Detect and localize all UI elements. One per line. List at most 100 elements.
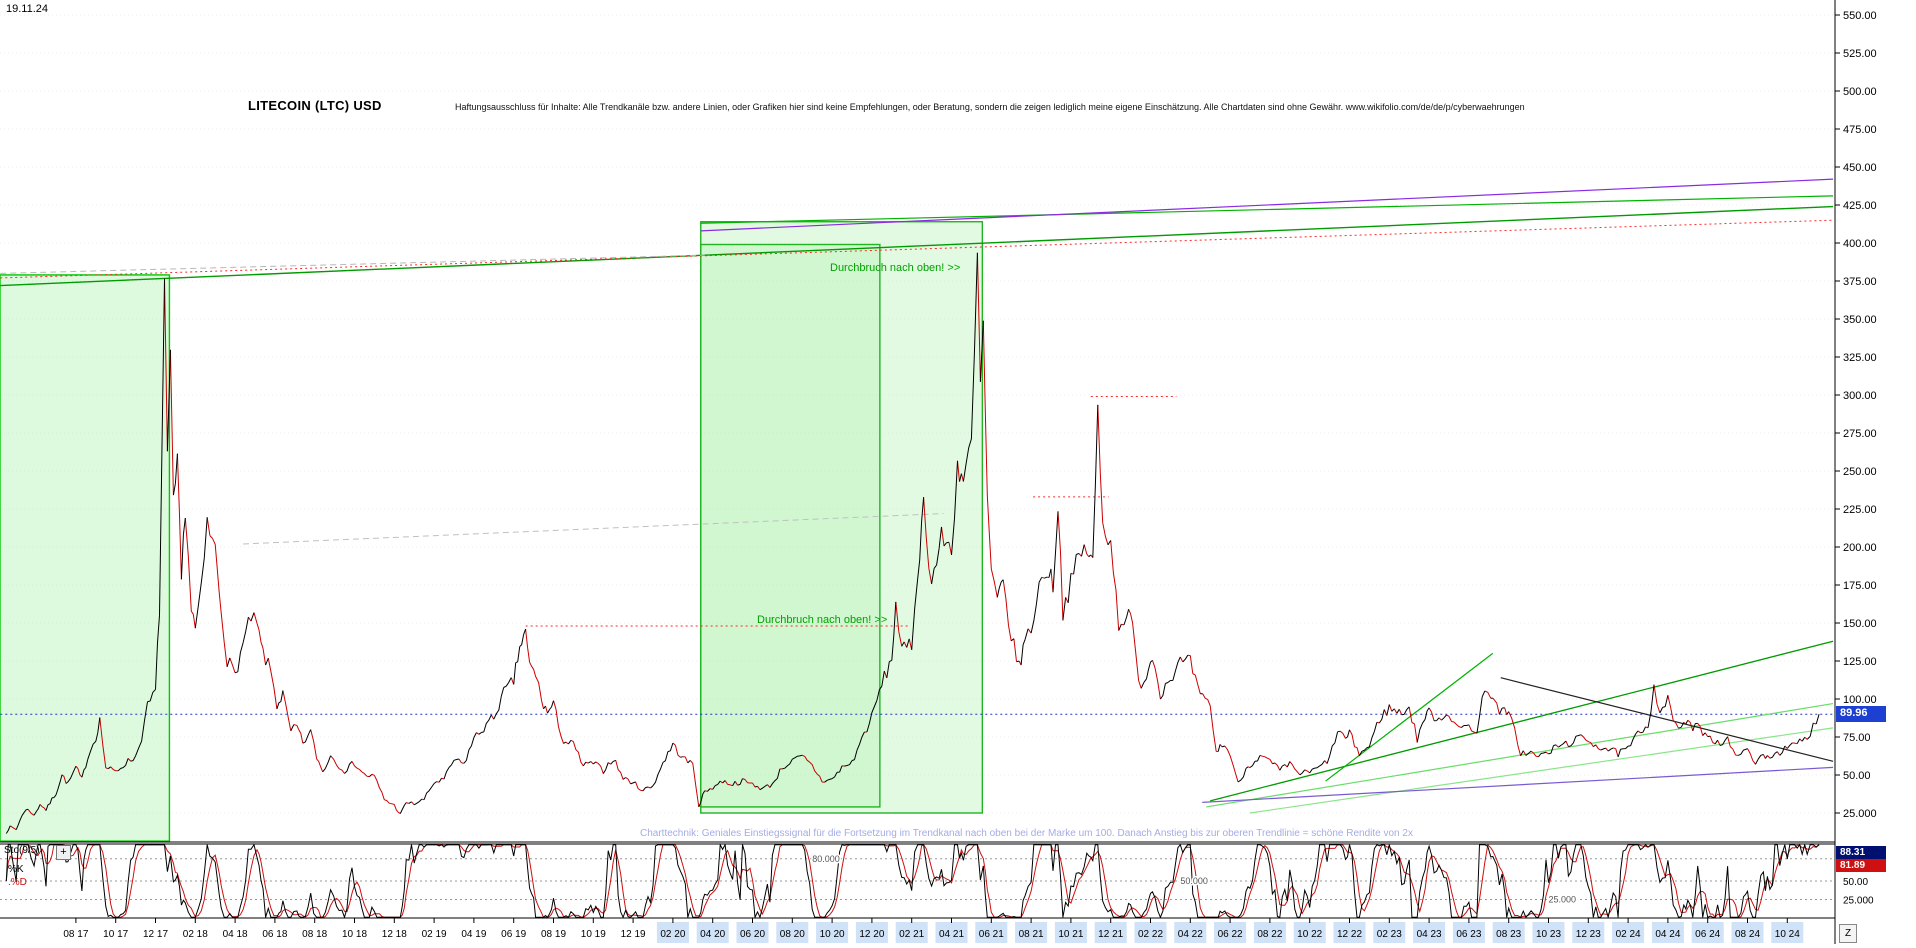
upper-channel-green-long (0, 205, 1834, 287)
x-axis-highlight (816, 922, 849, 943)
x-axis-label: 08 21 (1019, 929, 1044, 940)
stochastic-k-line (5, 844, 1820, 918)
x-axis-label: 04 19 (461, 929, 486, 940)
x-axis-highlight (1413, 922, 1446, 943)
price-axis-label: 450.00 (1843, 162, 1877, 174)
price-axis-label: 200.00 (1843, 542, 1877, 554)
price-axis-label: 150.00 (1843, 618, 1877, 630)
annotation-breakout-mid: Durchbruch nach oben! >> (757, 614, 888, 626)
x-axis-highlight (776, 922, 809, 943)
x-axis-label: 08 22 (1257, 929, 1282, 940)
x-axis-highlight (1293, 922, 1326, 943)
downtrend-black-2024 (1500, 677, 1834, 762)
disclaimer-text: Haftungsausschluss für Inhalte: Alle Tre… (455, 102, 1525, 112)
x-axis-label: 10 22 (1297, 929, 1322, 940)
price-axis-label: 125.00 (1843, 656, 1877, 668)
x-axis-highlight (1015, 922, 1048, 943)
stochastic-level-label: 80.000 (812, 854, 840, 864)
x-axis-label: 10 21 (1058, 929, 1083, 940)
price-axis-label: 325.00 (1843, 352, 1877, 364)
x-axis-label: 04 21 (939, 929, 964, 940)
price-series-up (5, 252, 1820, 834)
x-axis-label: 06 20 (740, 929, 765, 940)
gray-dashed-top (0, 254, 705, 274)
x-axis-highlight (975, 922, 1008, 943)
x-axis-label: 08 24 (1735, 929, 1760, 940)
x-axis-label: 04 24 (1655, 929, 1680, 940)
x-axis-highlight (1054, 922, 1087, 943)
price-axis-label: 400.00 (1843, 238, 1877, 250)
x-axis-label: 04 23 (1417, 929, 1442, 940)
x-axis-label: 06 23 (1456, 929, 1481, 940)
x-axis-highlight (736, 922, 769, 943)
lower-trend-green-steep (1325, 652, 1494, 782)
x-axis-label: 10 24 (1775, 929, 1800, 940)
last-price-tag: 89.96 (1836, 706, 1886, 722)
x-axis-label: 06 22 (1218, 929, 1243, 940)
x-axis-label: 12 20 (859, 929, 884, 940)
x-axis-label: 10 18 (342, 929, 367, 940)
x-axis-label: 12 22 (1337, 929, 1362, 940)
x-axis-highlight (895, 922, 928, 943)
x-axis-label: 08 17 (63, 929, 88, 940)
x-axis-label: 08 19 (541, 929, 566, 940)
price-axis-label: 75.00 (1843, 732, 1871, 744)
price-axis-label: 25.000 (1843, 808, 1877, 820)
x-axis-highlight (1572, 922, 1605, 943)
x-axis-highlight (1214, 922, 1247, 943)
x-axis-label: 02 20 (660, 929, 685, 940)
stochastic-level-label: 25.000 (1549, 895, 1577, 905)
stochastic-d-label: .%D (8, 877, 27, 888)
stochastic-k-tag: 88.31 (1836, 846, 1886, 859)
zoom-z-button[interactable]: Z (1839, 924, 1857, 943)
gray-dashed-mid (243, 513, 944, 545)
chart-date: 19.11.24 (6, 3, 49, 15)
x-axis-highlight (1134, 922, 1167, 943)
price-axis-label: 250.00 (1843, 466, 1877, 478)
x-axis-label: 12 23 (1576, 929, 1601, 940)
green-box-left (0, 274, 171, 842)
x-axis-highlight (1691, 922, 1724, 943)
price-axis-label: 275.00 (1843, 428, 1877, 440)
price-axis-label: 350.00 (1843, 314, 1877, 326)
x-axis-highlight (1612, 922, 1645, 943)
price-axis-label: 375.00 (1843, 276, 1877, 288)
x-axis-highlight (1333, 922, 1366, 943)
x-axis-highlight (696, 922, 729, 943)
x-axis-label: 04 20 (700, 929, 725, 940)
lower-trend-lightgreen-2 (1249, 727, 1834, 814)
price-axis-label: 175.00 (1843, 580, 1877, 592)
x-axis-label: 08 20 (780, 929, 805, 940)
chart-title: LITECOIN (LTC) USD (248, 98, 382, 113)
x-axis-label: 08 18 (302, 929, 327, 940)
annotation-breakout-top: Durchbruch nach oben! >> (830, 262, 961, 274)
price-axis-label: 525.00 (1843, 48, 1877, 60)
x-axis-highlight (1771, 922, 1804, 943)
x-axis-highlight (855, 922, 888, 943)
x-axis-label: 12 21 (1098, 929, 1123, 940)
x-axis-highlight (1452, 922, 1485, 943)
x-axis-label: 06 18 (262, 929, 287, 940)
price-axis-label: 500.00 (1843, 86, 1877, 98)
x-axis-label: 12 18 (382, 929, 407, 940)
x-axis-label: 06 24 (1695, 929, 1720, 940)
indicator-axis-label: 50.00 (1843, 877, 1868, 888)
price-series-down (9, 252, 1817, 831)
stochastic-k-label: %K (8, 864, 24, 875)
upper-resistance-red-dotted (0, 219, 1834, 279)
indicator-add-button[interactable]: + (56, 845, 71, 860)
x-axis-highlight (1094, 922, 1127, 943)
x-axis-highlight (1253, 922, 1286, 943)
x-axis-label: 02 18 (183, 929, 208, 940)
stochastic-d-line (5, 844, 1820, 918)
x-axis-label: 02 19 (422, 929, 447, 940)
x-axis-highlight (935, 922, 968, 943)
stochastic-level-label: 50.000 (1180, 876, 1208, 886)
x-axis-label: 08 23 (1496, 929, 1521, 940)
x-axis-label: 04 22 (1178, 929, 1203, 940)
x-axis-highlight (1532, 922, 1565, 943)
lower-trend-green-1 (1210, 640, 1834, 802)
lower-trend-violet (1202, 766, 1834, 803)
